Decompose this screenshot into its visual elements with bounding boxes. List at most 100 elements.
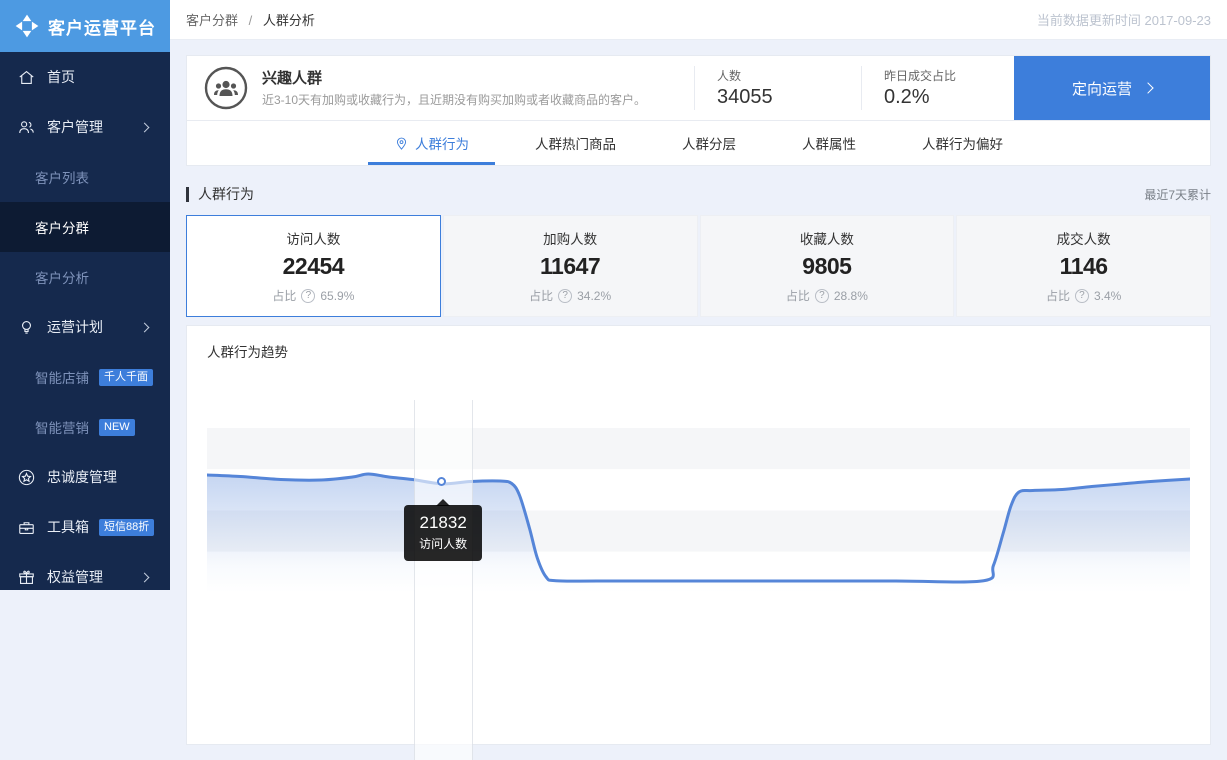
count-label: 人数 <box>717 69 742 83</box>
new-badge: NEW <box>99 418 135 436</box>
stat-ratio: 占比? 3.4% <box>1046 287 1121 304</box>
users-icon <box>15 116 37 138</box>
stat-card-deals[interactable]: 成交人数 1146 占比? 3.4% <box>956 215 1211 317</box>
trend-chart[interactable]: 21832 访问人数 <box>207 400 1190 760</box>
sidebar: 客户运营平台 首页 客户管理 客户列表 客户分群 客户分析 运营计划 智能店铺 … <box>0 0 170 590</box>
ratio-value: 3.4% <box>1093 288 1122 303</box>
gift-icon <box>15 566 37 588</box>
hover-band <box>413 400 473 760</box>
bulb-icon <box>15 316 37 338</box>
series-line <box>207 472 1190 584</box>
app-title: 客户运营平台 <box>48 18 156 38</box>
audience-count-metric: 人数 34055 <box>695 67 861 109</box>
main-area: 客户分群 / 人群分析 当前数据更新时间 2017-09-23 兴趣人群 <box>170 0 1227 760</box>
tab-hot-products[interactable]: 人群热门商品 <box>502 121 649 165</box>
star-circle-icon <box>15 466 37 488</box>
stat-label: 收藏人数 <box>799 232 854 247</box>
stat-value: 22454 <box>282 253 345 279</box>
tab-label: 人群行为 <box>415 137 469 152</box>
stat-card-favorites[interactable]: 收藏人数 9805 占比? 28.8% <box>699 215 955 317</box>
stat-value: 1146 <box>1059 253 1108 279</box>
stats-row: 访问人数 22454 占比? 65.9% 加购人数 11647 占比? 34.2% … <box>186 215 1211 317</box>
hovered-data-point[interactable] <box>436 477 446 487</box>
ratio-value: 34.2% <box>577 288 612 303</box>
question-circle-icon[interactable]: ? <box>1074 288 1089 303</box>
deal-ratio-metric: 昨日成交占比 0.2% <box>862 67 1030 109</box>
stat-card-cart-adds[interactable]: 加购人数 11647 占比? 34.2% <box>442 215 698 317</box>
audience-info-card: 兴趣人群 近3-10天有加购或收藏行为，且近期没有购买加购或者收藏商品的客户。 … <box>186 55 1211 166</box>
sidebar-item-label: 客户分群 <box>35 221 89 236</box>
divider <box>694 66 695 110</box>
count-value: 34055 <box>717 86 773 108</box>
chevron-right-icon <box>1142 82 1154 94</box>
stat-ratio: 占比? 34.2% <box>529 287 611 304</box>
data-update-time: 当前数据更新时间 2017-09-23 <box>1036 13 1211 28</box>
question-circle-icon[interactable]: ? <box>814 288 829 303</box>
tab-label: 人群行为偏好 <box>922 137 1003 152</box>
tabs-row: 人群行为 人群热门商品 人群分层 人群属性 人群行为偏好 <box>187 121 1210 165</box>
tab-label: 人群分层 <box>682 137 736 152</box>
tooltip-value: 21832 <box>419 512 467 532</box>
sidebar-item-smart-shop[interactable]: 智能店铺 千人千面 <box>0 352 170 402</box>
deal-ratio-value: 0.2% <box>884 86 930 108</box>
breadcrumb-current: 人群分析 <box>262 13 315 28</box>
ratio-label: 占比 <box>272 289 297 303</box>
stat-label: 访问人数 <box>286 232 341 247</box>
ratio-value: 65.9% <box>320 288 355 303</box>
section-header: 人群行为 最近7天累计 <box>186 180 1211 208</box>
sidebar-item-home[interactable]: 首页 <box>0 52 170 102</box>
sidebar-item-smart-marketing[interactable]: 智能营销 NEW <box>0 402 170 452</box>
date-range-label: 最近7天累计 <box>1144 187 1211 202</box>
trend-chart-card: 人群行为趋势 21832 <box>186 325 1211 760</box>
tab-crowd-behavior[interactable]: 人群行为 <box>361 121 502 165</box>
home-icon <box>15 66 37 88</box>
chevron-right-icon <box>139 122 150 132</box>
location-pin-icon <box>394 136 409 151</box>
chart-title: 人群行为趋势 <box>207 345 288 360</box>
sidebar-item-customer-list[interactable]: 客户列表 <box>0 152 170 202</box>
toolbox-icon <box>15 516 37 538</box>
tab-label: 人群属性 <box>802 137 856 152</box>
breadcrumb-segment[interactable]: 客户分群 <box>186 13 239 28</box>
chevron-right-icon <box>139 572 150 582</box>
stat-ratio: 占比? 28.8% <box>786 287 868 304</box>
sidebar-item-customer-segment[interactable]: 客户分群 <box>0 202 170 252</box>
ratio-label: 占比 <box>1045 289 1070 303</box>
sidebar-item-benefits[interactable]: 权益管理 <box>0 552 170 602</box>
question-circle-icon[interactable]: ? <box>301 288 316 303</box>
sms-discount-badge: 短信88折 <box>99 518 155 536</box>
ratio-label: 占比 <box>785 289 810 303</box>
chevron-right-icon <box>139 322 150 332</box>
sidebar-item-label: 客户管理 <box>47 119 103 135</box>
stat-card-visitors[interactable]: 访问人数 22454 占比? 65.9% <box>186 215 441 317</box>
sidebar-item-label: 智能店铺 <box>35 371 89 386</box>
sidebar-item-loyalty[interactable]: 忠诚度管理 <box>0 452 170 502</box>
chart-tooltip: 21832 访问人数 <box>404 498 483 562</box>
stat-label: 成交人数 <box>1056 232 1111 247</box>
breadcrumb-separator: / <box>248 13 253 28</box>
cta-label: 定向运营 <box>1071 80 1132 98</box>
tab-crowd-attributes[interactable]: 人群属性 <box>769 121 889 165</box>
divider <box>861 66 862 110</box>
tab-behavior-preference[interactable]: 人群行为偏好 <box>889 121 1036 165</box>
sidebar-item-operation-plan[interactable]: 运营计划 <box>0 302 170 352</box>
app-logo-icon <box>15 14 39 38</box>
tooltip-label: 访问人数 <box>419 537 468 552</box>
audience-group-icon <box>204 66 248 110</box>
smart-shop-badge: 千人千面 <box>99 368 153 386</box>
sidebar-item-label: 客户列表 <box>35 171 89 186</box>
breadcrumb: 客户分群 / 人群分析 <box>186 10 315 29</box>
area-line-chart <box>207 428 1190 593</box>
sidebar-item-customer-analysis[interactable]: 客户分析 <box>0 252 170 302</box>
sidebar-item-customer-management[interactable]: 客户管理 <box>0 102 170 152</box>
deal-ratio-label: 昨日成交占比 <box>884 69 957 83</box>
stat-ratio: 占比? 65.9% <box>272 287 354 304</box>
sidebar-item-label: 运营计划 <box>47 319 103 335</box>
question-circle-icon[interactable]: ? <box>558 288 573 303</box>
sidebar-item-toolbox[interactable]: 工具箱 短信88折 <box>0 502 170 552</box>
sidebar-item-label: 工具箱 <box>47 519 89 535</box>
stat-value: 9805 <box>802 253 852 279</box>
divider <box>187 120 1210 121</box>
tab-crowd-tiers[interactable]: 人群分层 <box>649 121 769 165</box>
targeted-operation-button[interactable]: 定向运营 <box>1014 56 1210 120</box>
